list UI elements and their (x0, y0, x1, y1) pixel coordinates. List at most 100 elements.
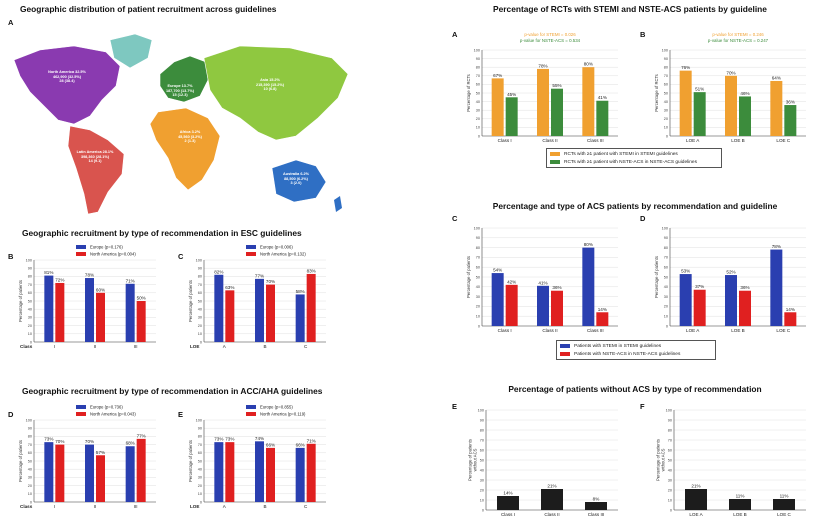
y-tick-label: 50 (198, 299, 202, 303)
y-tick-label: 80 (664, 246, 668, 250)
y-tick-label: 40 (480, 468, 484, 472)
y-tick-label: 40 (476, 100, 480, 104)
panel-letter-esc-class: B (8, 252, 14, 261)
y-axis-label: Percentage of RCTs (654, 74, 659, 111)
x-tick-label: C (304, 344, 308, 349)
y-tick-label: 50 (664, 91, 668, 95)
map-label-latin-america: Latin America 28.1% 398,360 (28.1%) 14 (9.… (76, 150, 114, 163)
y-tick-label: 30 (198, 476, 202, 480)
y-tick-label: 70 (476, 256, 480, 260)
x-tick-label: LOE B (731, 328, 745, 333)
y-tick-label: 70 (664, 256, 668, 260)
y-tick-label: 60 (476, 266, 480, 270)
y-tick-label: 80 (664, 66, 668, 70)
y-tick-label: 30 (28, 476, 32, 480)
panel-letter-acc-class: D (8, 410, 14, 419)
y-axis-label: Percentage of patients (466, 256, 471, 298)
panel-letter-esc-loe: C (178, 252, 184, 261)
bar (125, 446, 135, 502)
bar-value-label: 64% (772, 75, 781, 80)
chart-acs-loe: 0 10 20 30 40 50 60 70 80 90 100 Percentage of pati… (654, 226, 806, 333)
y-tick-label: 20 (668, 488, 672, 492)
panel-letter-noacs-class: E (452, 402, 458, 411)
bar (497, 496, 519, 510)
y-tick-label: 20 (476, 117, 480, 121)
bar (551, 88, 563, 136)
legend-entry: North America (p=0.119) (260, 412, 306, 417)
y-tick-label: 60 (28, 451, 32, 455)
bar (295, 447, 305, 502)
p-value-nste: p-value for NSTE-ACS = 0.534 (520, 38, 581, 43)
bar-value-label: 50% (137, 296, 146, 301)
y-tick-label: 80 (476, 66, 480, 70)
bar-value-label: 58% (296, 289, 305, 294)
y-tick-label: 100 (666, 408, 672, 412)
bar-value-label: 41% (598, 95, 607, 100)
y-tick-label: 30 (28, 316, 32, 320)
bar (306, 443, 316, 502)
bar (537, 285, 549, 326)
x-tick-label: Class I (498, 328, 512, 333)
rct-title: Percentage of RCTs with STEMI and NSTE-A… (493, 4, 767, 14)
bar-value-label: 66% (296, 442, 305, 447)
y-axis-label: Percentage of patients (188, 440, 193, 482)
y-tick-label: 100 (196, 258, 202, 262)
latin-america-shape (67, 125, 125, 215)
bar-value-label: 77% (137, 433, 146, 438)
bar-value-label: 80% (584, 62, 593, 67)
y-tick-label: 20 (198, 484, 202, 488)
africa-shape (149, 107, 221, 191)
bar-value-label: 82% (214, 269, 223, 274)
bar-value-label: 53% (681, 269, 690, 274)
bar-value-label: 11% (736, 494, 745, 499)
bar (214, 442, 224, 502)
bar-value-label: 51% (695, 87, 704, 92)
bar (582, 247, 595, 326)
legend-swatch (246, 252, 256, 256)
p-value-stemi: p-value for STEMI = 0.246 (712, 32, 764, 37)
x-axis-category-label: Class (20, 504, 33, 509)
bar-value-label: 78% (85, 273, 94, 278)
bar-value-label: 52% (726, 270, 735, 275)
legend-acs-nste: Patients with NSTE-ACS in NSTE-ACS guide… (560, 350, 712, 358)
x-tick-label: C (304, 504, 308, 509)
legend-swatch (550, 160, 560, 164)
north-america-shape (13, 45, 121, 125)
chart-esc-loe: 0 10 20 30 40 50 60 70 80 90 100 Percentage of pati… (188, 245, 326, 349)
bar (225, 442, 235, 502)
bar (739, 290, 751, 326)
bar (295, 294, 305, 342)
bar-value-label: 70% (55, 439, 64, 444)
y-tick-label: 40 (476, 285, 480, 289)
legend-entry: Europe (p=0.176) (90, 245, 123, 250)
bar (55, 444, 65, 502)
europe-shape (159, 55, 209, 103)
bar (96, 455, 105, 502)
bar-value-label: 67% (493, 73, 502, 78)
y-tick-label: 80 (668, 428, 672, 432)
y-tick-label: 10 (476, 126, 480, 130)
y-tick-label: 0 (478, 134, 480, 138)
bar-value-label: 83% (307, 268, 316, 273)
x-axis-category-label: LOE (190, 504, 199, 509)
bar-value-label: 78% (772, 244, 781, 249)
y-tick-label: 80 (198, 435, 202, 439)
y-tick-label: 60 (198, 451, 202, 455)
map-label-europe: Europe 13.7% 187,700 (13.7%) 15 (12.3) (165, 84, 195, 97)
bar-value-label: 77% (255, 273, 264, 278)
y-tick-label: 20 (476, 305, 480, 309)
y-tick-label: 20 (198, 324, 202, 328)
y-axis-label: Percentage of patients (468, 439, 473, 481)
noacs-title: Percentage of patients without ACS by ty… (508, 384, 762, 394)
bar-value-label: 76% (681, 65, 690, 70)
bar-value-label: 63% (225, 285, 234, 290)
bar-value-label: 57% (96, 450, 105, 455)
y-tick-label: 0 (670, 508, 672, 512)
legend-swatch (76, 412, 86, 416)
bar-value-label: 71% (126, 278, 135, 283)
bar-value-label: 66% (266, 442, 275, 447)
legend-entry: Europe (p=0.006) (260, 245, 293, 250)
y-tick-label: 30 (664, 109, 668, 113)
bar-value-label: 21% (547, 484, 556, 489)
y-tick-label: 10 (476, 315, 480, 319)
